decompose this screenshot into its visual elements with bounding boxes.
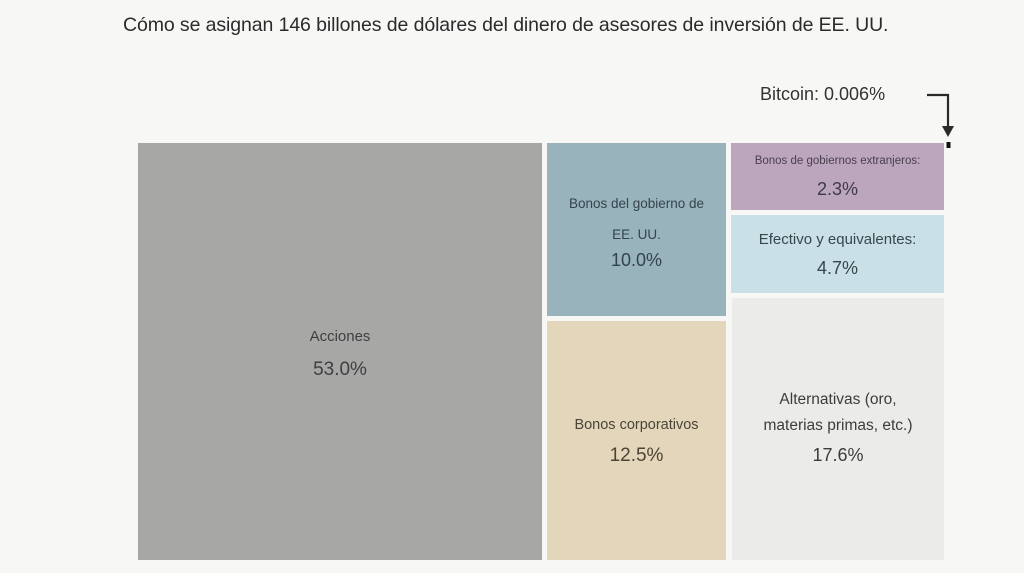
tile-value: 53.0% xyxy=(313,358,367,380)
tile-alternatives: Alternativas (oro, materias primas, etc.… xyxy=(732,298,944,560)
tile-label-line: Bonos del gobierno de xyxy=(568,196,705,211)
bitcoin-annotation: Bitcoin: 0.006% xyxy=(760,84,886,104)
tile-label: Alternativas (oro, materias primas, etc.… xyxy=(763,387,912,439)
tile-label-line: materias primas, etc.) xyxy=(763,417,913,434)
tile-label: Bonos del gobierno de EE. UU. xyxy=(569,188,704,250)
tile-cash-equivalents: Efectivo y equivalentes: 4.7% xyxy=(731,215,944,293)
tile-label-line: Alternativas (oro, xyxy=(779,391,897,408)
tile-value: 12.5% xyxy=(609,444,664,466)
tile-foreign-government-bonds: Bonos de gobiernos extranjeros: 2.3% xyxy=(731,143,944,210)
tile-label: Efectivo y equivalentes: xyxy=(758,231,917,249)
tile-label-line: EE. UU. xyxy=(612,227,661,242)
arrow-down-icon xyxy=(927,93,954,148)
tile-label: Bonos corporativos xyxy=(574,417,699,433)
tile-value: 4.7% xyxy=(816,257,859,278)
tile-corporate-bonds: Bonos corporativos 12.5% xyxy=(547,321,726,560)
tile-acciones: Acciones 53.0% xyxy=(138,143,542,560)
bitcoin-tile xyxy=(946,142,951,148)
chart-title: Cómo se asignan 146 billones de dólares … xyxy=(123,14,889,36)
tile-label: Bonos de gobiernos extranjeros: xyxy=(754,155,921,168)
tile-label: Acciones xyxy=(309,328,371,345)
tile-value: 10.0% xyxy=(610,250,663,270)
tile-value: 17.6% xyxy=(812,445,864,465)
tile-us-government-bonds: Bonos del gobierno de EE. UU. 10.0% xyxy=(547,143,726,316)
tile-value: 2.3% xyxy=(816,178,859,199)
